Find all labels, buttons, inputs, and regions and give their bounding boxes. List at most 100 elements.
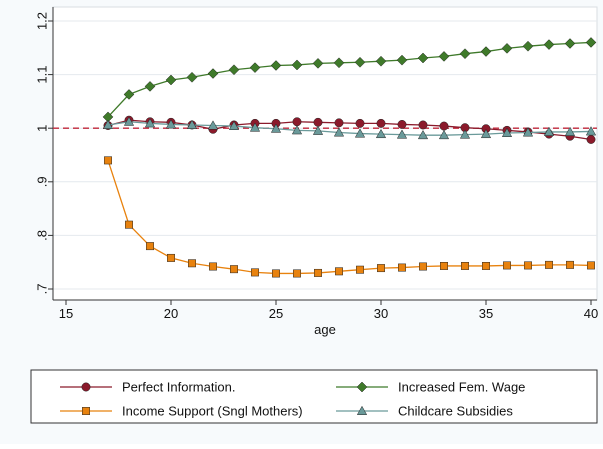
data-point [522, 40, 534, 52]
data-point [270, 60, 282, 71]
data-point [375, 55, 387, 67]
data-point [291, 125, 303, 135]
data-point [501, 42, 513, 54]
data-point [165, 119, 177, 129]
legend-label: Perfect Information. [122, 380, 235, 395]
data-point [586, 135, 596, 144]
data-point [356, 265, 364, 274]
data-point [482, 262, 490, 270]
data-point [524, 261, 532, 270]
data-point [419, 262, 427, 271]
data-point [417, 129, 429, 140]
data-point [186, 71, 198, 83]
legend-label: Increased Fem. Wage [398, 380, 525, 395]
data-point [522, 127, 534, 137]
data-point [376, 118, 386, 128]
data-point [480, 128, 492, 139]
data-point [188, 259, 196, 268]
x-tick-label: 15 [59, 306, 73, 321]
series-3 [102, 116, 597, 140]
data-point [104, 156, 112, 165]
series-layer [102, 37, 597, 278]
data-point [503, 261, 511, 270]
data-point [459, 129, 471, 139]
data-point [396, 129, 408, 139]
legend-item: Increased Fem. Wage [336, 380, 525, 395]
y-tick-label: .8 [34, 230, 49, 241]
data-point [272, 269, 280, 278]
data-point [125, 220, 133, 229]
data-point [333, 127, 345, 137]
data-point [461, 262, 469, 270]
data-point [438, 129, 450, 140]
legend-marker [356, 381, 368, 393]
x-tick-label: 30 [374, 306, 388, 321]
data-point [249, 122, 261, 132]
data-point [334, 118, 344, 128]
data-point [543, 39, 555, 50]
y-tick-label: .7 [34, 284, 49, 295]
data-point [333, 57, 345, 69]
data-point [585, 37, 597, 48]
data-point [167, 253, 175, 262]
data-point [438, 51, 450, 62]
data-point [144, 81, 156, 92]
data-point [249, 62, 261, 73]
data-point [564, 38, 576, 49]
data-point [501, 127, 513, 137]
data-point [102, 119, 114, 129]
data-point [397, 119, 407, 129]
series-2 [104, 156, 595, 278]
data-point [545, 260, 553, 269]
data-point [312, 57, 324, 69]
data-point [564, 126, 576, 136]
legend-label: Childcare Subsidies [398, 404, 513, 419]
legend-item: Childcare Subsidies [336, 404, 513, 419]
data-point [228, 120, 240, 131]
data-point [459, 48, 471, 60]
data-point [251, 268, 259, 277]
data-point [123, 89, 135, 100]
legend-marker [81, 382, 91, 392]
legend-marker [82, 407, 90, 415]
y-tick-label: 1 [34, 125, 49, 132]
data-point [292, 117, 302, 127]
data-point [418, 120, 428, 130]
y-tick-label: .9 [34, 176, 49, 187]
x-tick-label: 25 [269, 306, 283, 321]
data-point [417, 52, 429, 64]
data-point [209, 262, 217, 271]
data-point [270, 123, 282, 133]
data-point [186, 119, 198, 129]
data-point [312, 125, 324, 135]
data-point [439, 121, 449, 131]
legend [30, 369, 598, 424]
data-point [313, 117, 323, 127]
data-point [375, 128, 387, 139]
data-point [396, 54, 408, 66]
data-point [355, 118, 365, 128]
data-point [587, 261, 595, 270]
x-tick-label: 35 [479, 306, 493, 321]
data-point [480, 46, 492, 57]
data-point [566, 260, 574, 269]
data-point [354, 56, 366, 68]
plot-area [52, 6, 598, 301]
data-point [335, 267, 343, 276]
data-point [291, 59, 303, 71]
data-point [228, 64, 240, 76]
axes: .7 .8 .9 1 1.1 1.2 15 20 25 30 35 40 [34, 7, 598, 321]
data-point [207, 68, 219, 79]
data-point [207, 120, 219, 130]
legend-item: Income Support (Sngl Mothers) [60, 404, 303, 419]
legend-item: Perfect Information. [60, 380, 235, 395]
legend-items: Perfect Information. Increased Fem. Wage I… [60, 380, 525, 419]
series-1 [102, 37, 597, 123]
data-point [144, 118, 156, 128]
y-tick-label: 1.2 [34, 12, 49, 30]
data-point [354, 128, 366, 138]
data-point [230, 265, 238, 274]
data-point [398, 263, 406, 272]
